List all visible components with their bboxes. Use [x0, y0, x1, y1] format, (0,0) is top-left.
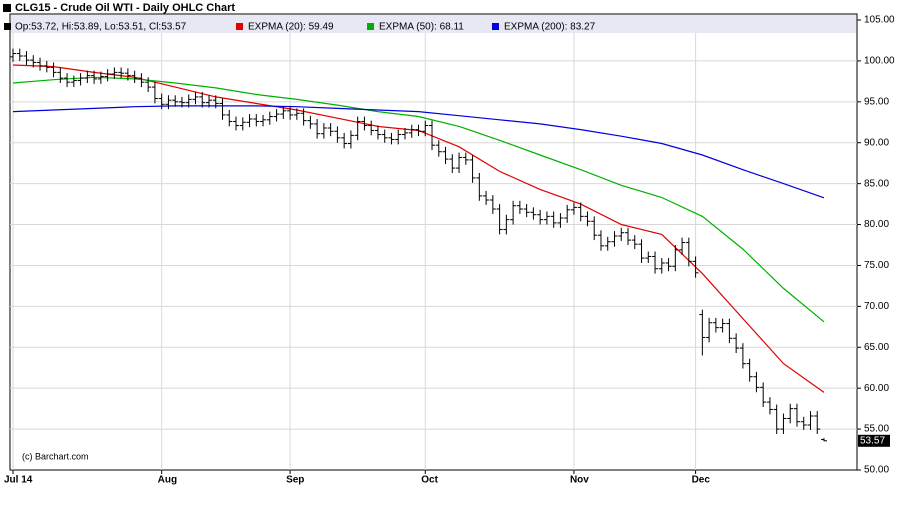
chart-title: CLG15 - Crude Oil WTI - Daily OHLC Chart [15, 2, 235, 14]
y-tick-label: 65.00 [864, 342, 889, 353]
y-tick-label: 60.00 [864, 383, 889, 394]
annotation: (c) Barchart.com [22, 451, 89, 461]
y-tick-label: 55.00 [864, 424, 889, 435]
legend-swatch [367, 23, 374, 30]
legend-ohlc: Op:53.72, Hi:53.89, Lo:53.51, Cl:53.57 [15, 22, 187, 33]
legend-swatch [4, 23, 11, 30]
x-tick-label: Nov [570, 475, 589, 486]
y-tick-label: 70.00 [864, 301, 889, 312]
legend-label: EXPMA (50): 68.11 [379, 22, 464, 33]
y-tick-label: 95.00 [864, 96, 889, 107]
plot-frame [9, 13, 858, 471]
y-tick-label: 90.00 [864, 137, 889, 148]
y-tick-label: 75.00 [864, 260, 889, 271]
last-price-label: 53.57 [860, 435, 885, 446]
legend-label: EXPMA (20): 59.49 [248, 22, 334, 33]
legend-label: EXPMA (200): 83.27 [504, 22, 596, 33]
last-price-badge [858, 434, 890, 447]
x-tick-label: Aug [158, 475, 177, 486]
y-tick-label: 100.00 [864, 56, 895, 67]
y-tick-label: 50.00 [864, 465, 889, 476]
y-tick-label: 105.00 [864, 15, 895, 26]
y-tick-label: 80.00 [864, 219, 889, 230]
legend-band [11, 15, 856, 33]
ema-line [12, 105, 825, 199]
legend-swatch [236, 23, 243, 30]
x-tick-label: Jul 14 [4, 475, 33, 486]
y-tick-label: 85.00 [864, 178, 889, 189]
legend-swatch [492, 23, 499, 30]
x-tick-label: Oct [421, 475, 438, 486]
x-tick-label: Sep [286, 475, 304, 486]
title-icon [3, 4, 11, 12]
x-tick-label: Dec [692, 475, 711, 486]
